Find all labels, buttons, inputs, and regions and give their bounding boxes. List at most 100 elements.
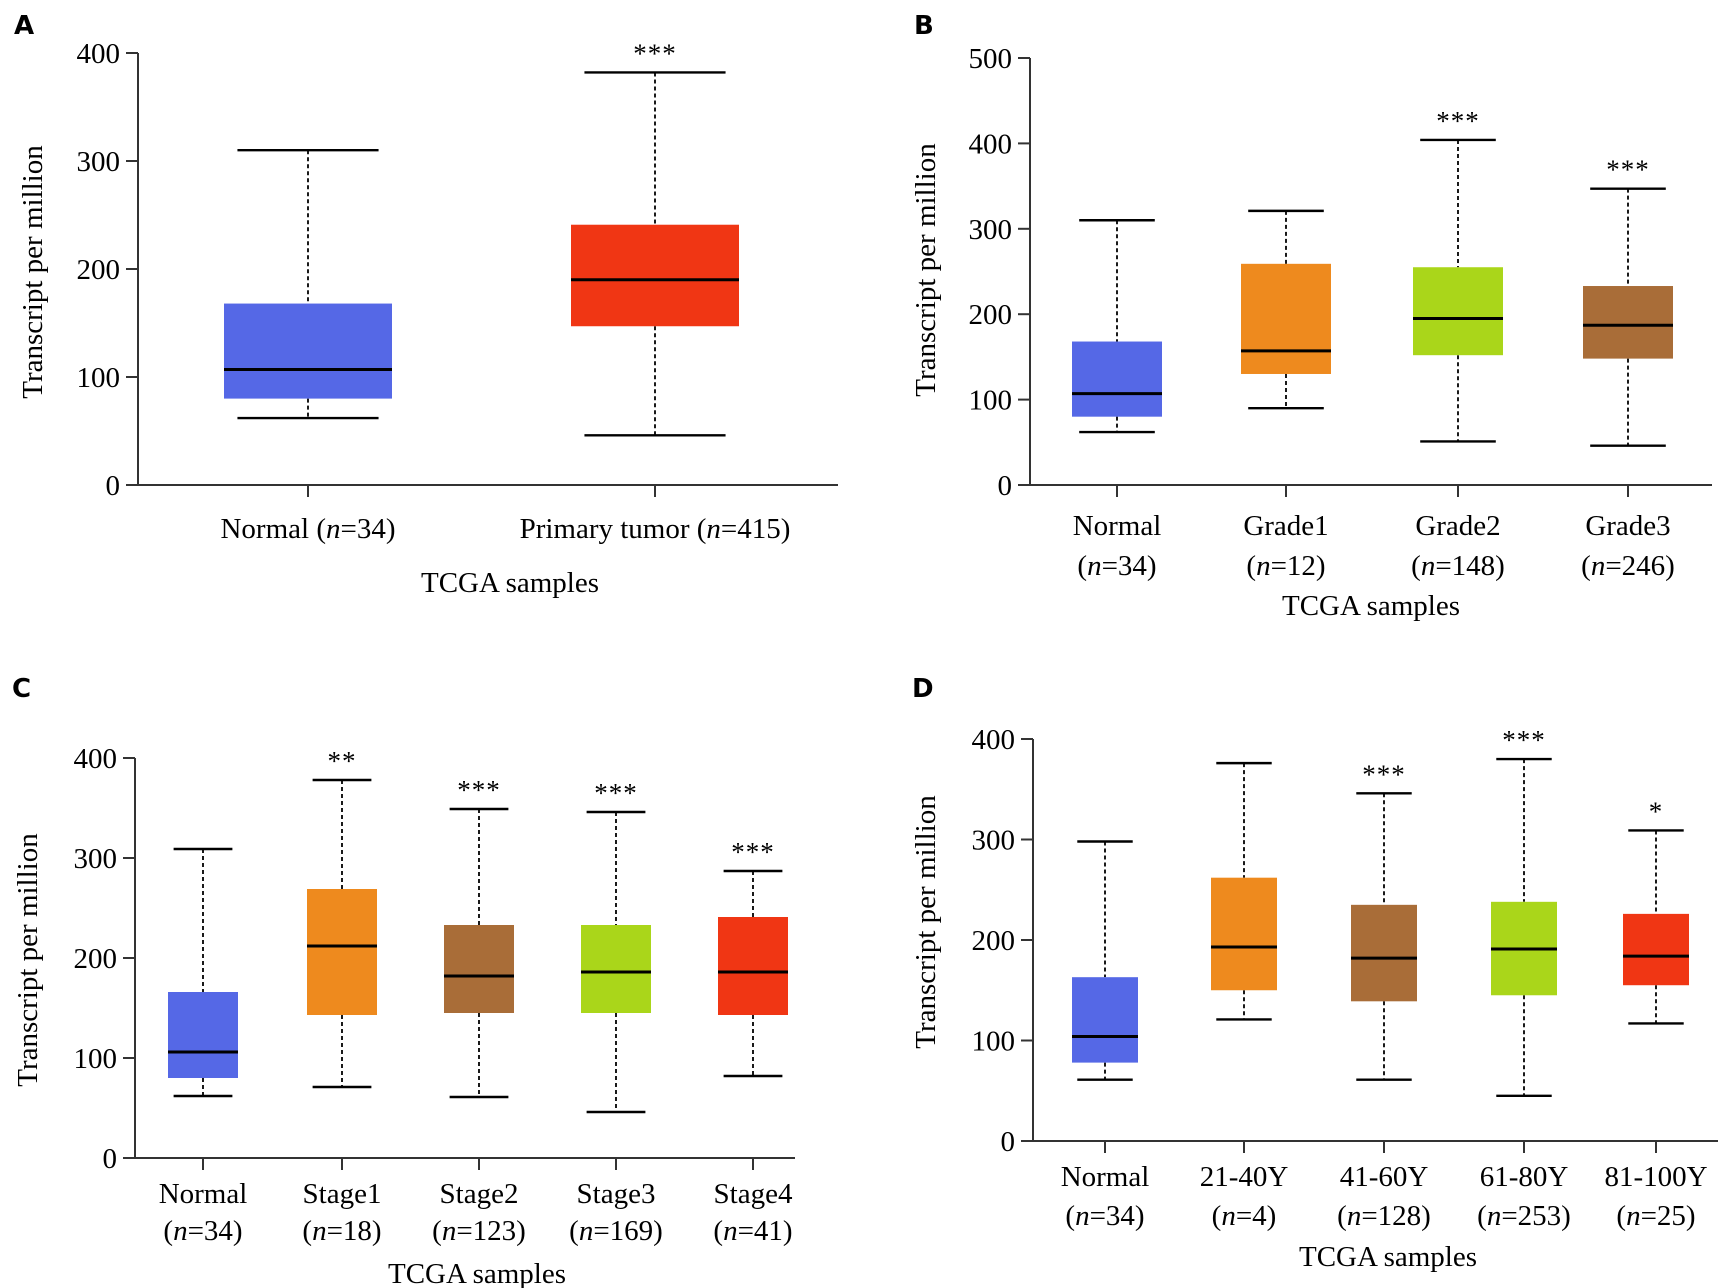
y-tick-label: 100 xyxy=(969,385,1013,417)
category-label: Stage2 xyxy=(440,1178,519,1210)
y-tick-label: 100 xyxy=(74,1043,118,1075)
panel-letter: C xyxy=(12,674,31,704)
significance-label: *** xyxy=(1502,725,1546,755)
box-body xyxy=(307,889,377,1015)
significance-label: *** xyxy=(594,778,638,808)
box-1: Normal (n=34) xyxy=(159,847,248,1247)
box-body xyxy=(1351,904,1417,1002)
y-tick-label: 200 xyxy=(74,943,118,975)
box-body xyxy=(571,224,739,327)
x-axis-title: TCGA samples xyxy=(1299,1241,1477,1273)
category-n-label: (n=34) xyxy=(1065,1200,1144,1232)
box-body xyxy=(1072,341,1162,417)
category-label: 21-40Y xyxy=(1200,1161,1289,1193)
category-label: Normal (n=34) xyxy=(220,513,395,545)
box-body xyxy=(1211,877,1277,991)
y-axis-title: Transcript per million xyxy=(12,833,44,1087)
category-n-label: (n=148) xyxy=(1411,550,1505,582)
category-label: 61-80Y xyxy=(1480,1161,1569,1193)
box-body xyxy=(168,992,238,1078)
panel-c: C 0 100 200 300 400 Transcript per million TCGA… xyxy=(12,674,795,1288)
category-label: Stage4 xyxy=(714,1178,793,1210)
y-tick-label: 0 xyxy=(106,470,121,502)
x-axis-title: TCGA samples xyxy=(388,1258,566,1288)
significance-label: *** xyxy=(457,775,501,805)
significance-label: *** xyxy=(633,38,677,68)
category-label: Stage1 xyxy=(303,1178,382,1210)
y-axis-title: Transcript per million xyxy=(910,143,942,397)
category-n-label: (n=18) xyxy=(302,1215,381,1247)
x-axis-title: TCGA samples xyxy=(421,567,599,599)
y-axis-title: Transcript per million xyxy=(910,795,942,1049)
x-axis-title: TCGA samples xyxy=(1282,590,1460,622)
box-3: *** Stage2 (n=123) xyxy=(432,775,526,1247)
panel-d: D 0 100 200 300 400 Transcript per million TCGA… xyxy=(910,674,1718,1273)
box-2: ** Stage1 (n=18) xyxy=(302,746,381,1247)
box-1: Normal (n=34) xyxy=(220,148,396,545)
category-n-label: (n=34) xyxy=(1077,550,1156,582)
box-4: *** Grade3 (n=246) xyxy=(1581,155,1675,582)
box-body xyxy=(1623,913,1689,986)
y-tick-label: 400 xyxy=(74,743,118,775)
box-1: Normal (n=34) xyxy=(1072,219,1162,582)
y-tick-label: 100 xyxy=(77,362,121,394)
box-4: *** 61-80Y (n=253) xyxy=(1477,725,1571,1232)
y-tick-label: 100 xyxy=(972,1026,1016,1058)
box-body xyxy=(1413,267,1503,356)
y-tick-label: 200 xyxy=(972,925,1016,957)
y-tick-label: 0 xyxy=(103,1143,118,1175)
box-body xyxy=(718,917,788,1015)
panel-b: B 0 100 200 300 400 500 Transcript per million T… xyxy=(910,11,1712,622)
category-label: 41-60Y xyxy=(1340,1161,1429,1193)
y-tick-label: 500 xyxy=(969,43,1013,75)
category-n-label: (n=253) xyxy=(1477,1200,1571,1232)
category-label: Normal xyxy=(1061,1161,1150,1193)
box-body xyxy=(1583,286,1673,359)
y-tick-label: 400 xyxy=(77,38,121,70)
y-tick-label: 300 xyxy=(74,843,118,875)
y-tick-label: 0 xyxy=(998,470,1013,502)
y-tick-label: 200 xyxy=(969,299,1013,331)
category-label: Normal xyxy=(159,1178,248,1210)
significance-label: *** xyxy=(1362,759,1406,789)
category-label: Primary tumor (n=415) xyxy=(520,513,791,545)
box-body xyxy=(581,925,651,1013)
significance-label: ** xyxy=(328,746,357,776)
category-n-label: (n=246) xyxy=(1581,550,1675,582)
box-body xyxy=(224,303,392,399)
box-3: *** 41-60Y (n=128) xyxy=(1337,759,1431,1232)
category-n-label: (n=128) xyxy=(1337,1200,1431,1232)
category-n-label: (n=34) xyxy=(163,1215,242,1247)
box-2: *** Primary tumor (n=415) xyxy=(520,38,791,545)
box-body xyxy=(444,925,514,1013)
category-label: Grade3 xyxy=(1585,510,1670,542)
panel-letter: A xyxy=(14,11,34,41)
category-n-label: (n=12) xyxy=(1246,550,1325,582)
panel-letter: B xyxy=(914,11,934,41)
significance-label: * xyxy=(1649,796,1664,826)
panel-a: A 0 100 200 300 400 Transcript per million TCGA… xyxy=(14,11,838,599)
significance-label: *** xyxy=(731,837,775,867)
y-tick-label: 300 xyxy=(77,146,121,178)
y-tick-label: 0 xyxy=(1001,1126,1016,1158)
category-label: 81-100Y xyxy=(1604,1161,1707,1193)
box-body xyxy=(1241,263,1331,374)
box-3: *** Grade2 (n=148) xyxy=(1411,106,1505,582)
y-tick-label: 400 xyxy=(969,128,1013,160)
significance-label: *** xyxy=(1606,155,1650,185)
y-tick-label: 300 xyxy=(972,825,1016,857)
box-2: Grade1 (n=12) xyxy=(1241,209,1331,582)
y-axis-title: Transcript per million xyxy=(17,145,49,399)
y-tick-label: 400 xyxy=(972,724,1016,756)
box-5: * 81-100Y (n=25) xyxy=(1604,796,1707,1232)
y-tick-label: 200 xyxy=(77,254,121,286)
box-body xyxy=(1072,977,1138,1063)
box-2: 21-40Y (n=4) xyxy=(1200,761,1289,1232)
panel-letter: D xyxy=(912,674,934,704)
box-1: Normal (n=34) xyxy=(1061,840,1150,1232)
category-n-label: (n=4) xyxy=(1212,1200,1277,1232)
significance-label: *** xyxy=(1436,106,1480,136)
category-n-label: (n=169) xyxy=(569,1215,663,1247)
y-tick-label: 300 xyxy=(969,214,1013,246)
